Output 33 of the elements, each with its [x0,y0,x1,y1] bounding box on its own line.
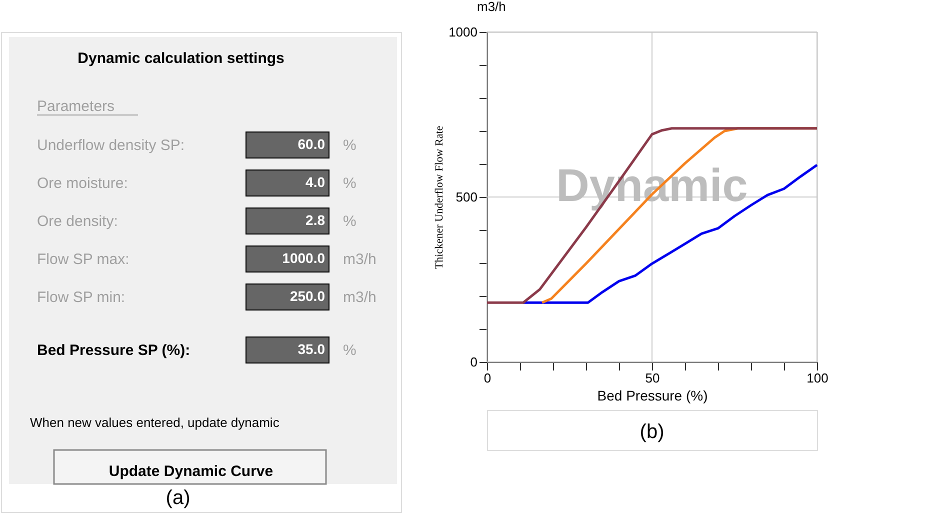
text: 35.0 [298,341,326,357]
text: m3/h [343,289,376,306]
text: % [343,137,356,154]
y-tick-label: 500 [456,190,478,204]
text: Flow SP max: [37,251,130,268]
text: Update Dynamic Curve [108,463,274,480]
text: Bed Pressure SP (%): [37,342,190,359]
text: Flow SP min: [37,289,126,306]
text: Underflow density SP: [37,137,185,154]
text: 250.0 [290,288,326,304]
text: % [343,213,356,230]
text: m3/h [343,251,376,268]
y-tick-label: 1000 [448,24,478,40]
text: % [343,175,356,192]
text: 1000.0 [282,250,326,266]
text: 2.8 [306,212,326,228]
text: Dynamic calculation settings [78,50,284,67]
text: (b) [640,421,664,443]
text: Ore density: [37,213,118,230]
text: m3/h [477,0,506,14]
text: (a) [166,487,190,509]
x-tick-label: 100 [806,370,828,386]
y-axis-title: Thickener Underflow Flow Rate [434,126,446,270]
text: 4.0 [306,174,326,190]
text: Parameters [37,98,115,115]
text: 60.0 [298,136,326,152]
text: When new values entered, update dynamic [30,415,280,430]
x-axis-title: Bed Pressure (%) [597,388,708,404]
text: Ore moisture: [37,175,128,192]
y-tick-label: 0 [470,354,478,370]
x-tick-label: 50 [645,370,660,386]
x-tick-label: 0 [484,370,492,386]
text: % [343,342,356,359]
